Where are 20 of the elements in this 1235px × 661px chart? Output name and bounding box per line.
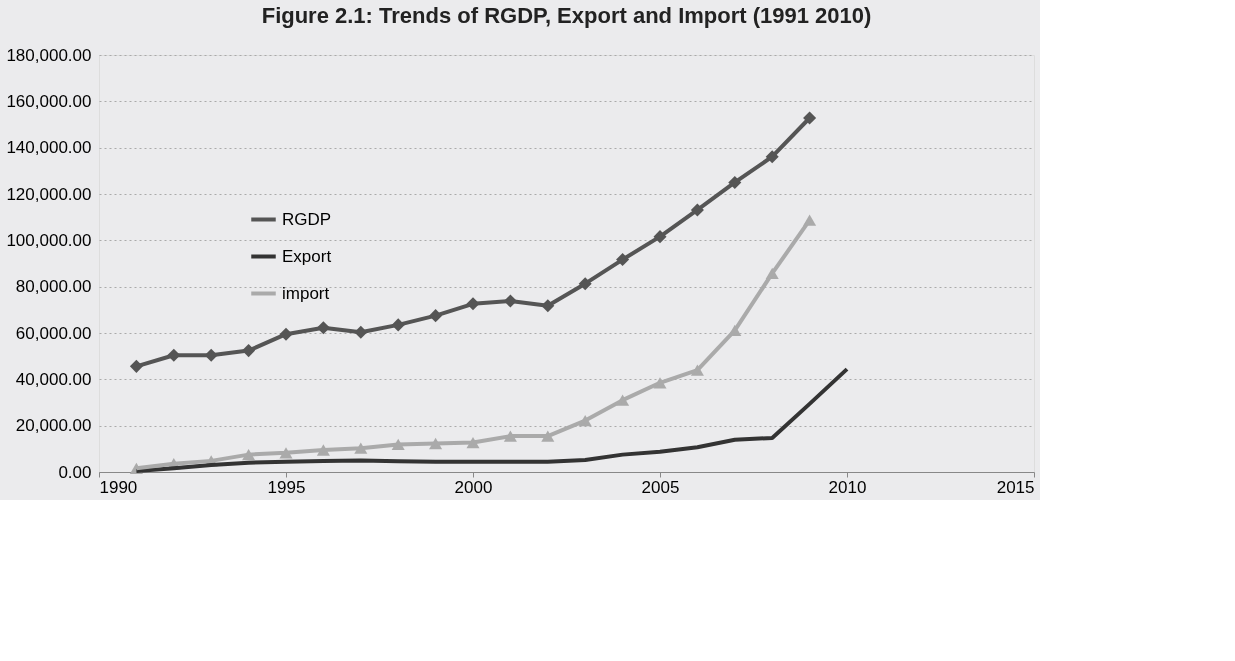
- y-tick-label: 160,000.00: [6, 91, 92, 111]
- y-tick-label: 60,000.00: [15, 323, 92, 343]
- legend-label: RGDP: [282, 209, 332, 229]
- y-tick-label: 100,000.00: [6, 230, 92, 250]
- y-tick-label: 80,000.00: [15, 277, 92, 297]
- x-tick-label: 2015: [996, 477, 1035, 497]
- y-tick-label: 140,000.00: [6, 138, 92, 158]
- x-tick-label: 1995: [267, 477, 306, 497]
- x-tick-label: 1990: [99, 477, 138, 497]
- x-tick-label: 2005: [641, 477, 680, 497]
- y-tick-label: 120,000.00: [6, 184, 92, 204]
- y-tick-label: 0.00: [58, 462, 92, 482]
- y-tick-label: 20,000.00: [15, 416, 92, 436]
- legend-label: Export: [282, 246, 332, 266]
- chart-title: Figure 2.1: Trends of RGDP, Export and Import (1991 2010): [261, 3, 872, 28]
- x-tick-label: 2010: [828, 477, 867, 497]
- y-tick-label: 180,000.00: [6, 45, 92, 65]
- y-tick-label: 40,000.00: [15, 369, 92, 389]
- legend-label: import: [282, 283, 330, 303]
- x-tick-label: 2000: [454, 477, 493, 497]
